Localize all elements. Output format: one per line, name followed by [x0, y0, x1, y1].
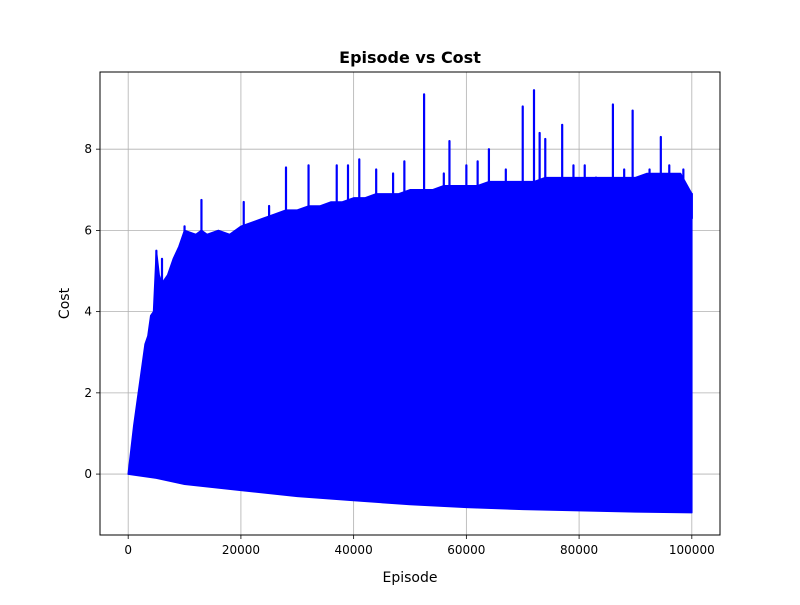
y-tick-label: 4 [84, 305, 92, 319]
x-tick-label: 0 [124, 543, 132, 557]
x-tick-label: 80000 [560, 543, 598, 557]
cost-series-band [127, 172, 693, 514]
x-tick-label: 60000 [447, 543, 485, 557]
plot-area [127, 89, 693, 514]
y-tick-label: 8 [84, 142, 92, 156]
axes-frame [99, 71, 721, 536]
x-axis: 0 20000 40000 60000 80000 100000 [124, 535, 715, 557]
y-tick-label: 0 [84, 467, 92, 481]
y-tick-label: 2 [84, 386, 92, 400]
x-tick-label: 100000 [669, 543, 715, 557]
x-tick-label: 20000 [222, 543, 260, 557]
x-tick-label: 40000 [335, 543, 373, 557]
x-axis-label: Episode [383, 570, 438, 586]
y-axis: 0 2 4 6 8 [84, 142, 100, 481]
y-axis-label: Cost [57, 287, 73, 319]
chart-title: Episode vs Cost [339, 48, 481, 67]
y-tick-label: 6 [84, 223, 92, 237]
